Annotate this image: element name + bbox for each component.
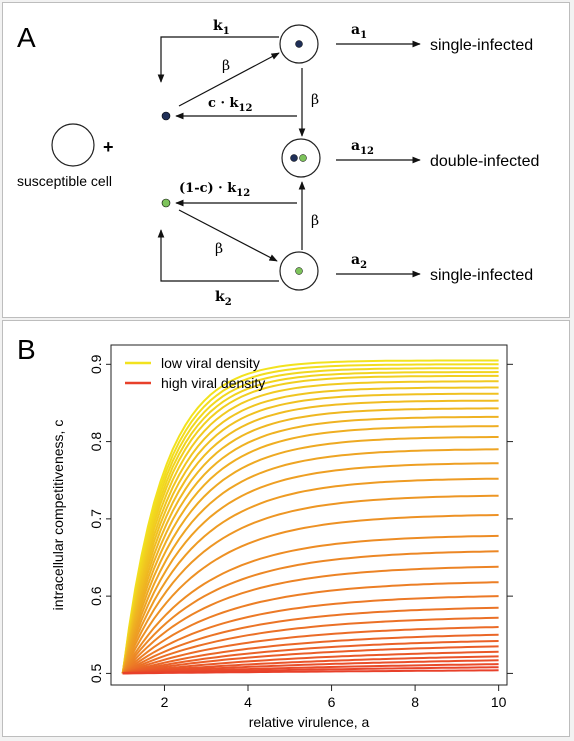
curve-22 [122,581,499,675]
x-tick-label-10: 10 [491,694,507,710]
curve-16 [121,477,499,674]
beta-label-up: β [311,213,319,229]
one-minus-c-k12-label: (1-c) · k12 [179,181,250,199]
k2-label: k2 [215,289,232,308]
panel-b-letter: B [17,334,36,365]
curve-18 [121,514,499,674]
curve-24 [122,606,499,675]
panel-b-chart: B 2 4 6 8 10 0.5 0.6 0.7 0.8 0.9 low viral densi… [2,320,570,737]
curve-6 [121,380,499,674]
x-axis-label: relative virulence, a [249,714,370,730]
y-axis: 0.5 0.6 0.7 0.8 0.9 [88,354,513,683]
beta-arrow-2 [178,209,278,262]
virus-1-in-cell [295,40,303,48]
curve-17 [121,494,499,674]
curve-30 [122,650,499,675]
curve-12 [121,425,499,674]
susceptible-cell-label: susceptible cell [17,173,112,189]
curve-19 [121,534,499,674]
curve-32 [122,659,499,675]
panel-a-letter: A [17,22,36,53]
curve-20 [121,550,499,674]
curve-9 [121,399,499,674]
curve-13 [121,436,499,674]
k1-arrow [157,36,279,83]
curve-family [121,359,499,675]
panel-a-diagram: A + susceptible cell k1 β β c · k12 (1-c… [2,2,570,318]
virus-1-in-double-cell [290,154,298,162]
legend: low viral density high viral density [125,355,265,391]
beta-label-down: β [311,92,319,108]
legend-label-high: high viral density [161,375,265,391]
curve-15 [121,462,499,674]
x-tick-label-4: 4 [244,694,252,710]
a2-label: a2 [351,252,367,271]
beta-label-1: β [222,58,230,74]
legend-label-low: low viral density [161,355,260,371]
k2-arrow [157,229,279,282]
beta-arrow-1 [178,52,280,107]
y-tick-label-0.7: 0.7 [88,509,104,529]
curve-27 [122,633,499,675]
curve-4 [121,371,499,674]
a12-label: a12 [351,138,374,157]
curve-3 [121,367,499,674]
y-tick-label-0.5: 0.5 [88,663,104,683]
x-tick-label-2: 2 [161,694,169,710]
competitiveness-chart: B 2 4 6 8 10 0.5 0.6 0.7 0.8 0.9 low viral densi… [17,334,513,730]
free-virus-1 [161,111,171,121]
curve-23 [122,595,499,675]
curve-10 [121,407,499,674]
outcome-single-infected-1: single-infected [430,37,533,54]
curve-7 [121,386,499,674]
susceptible-cell [51,123,95,167]
curve-8 [121,392,499,674]
curve-28 [122,640,499,675]
curve-2 [121,363,499,674]
curve-31 [122,655,499,675]
virus-2-in-double-cell [299,154,307,162]
k1-label: k1 [213,18,230,37]
y-axis-label: intracellular competitiveness, c [50,420,66,611]
beta-label-2: β [215,241,223,257]
outcome-single-infected-2: single-infected [430,267,533,284]
curve-1 [121,359,499,674]
plus-sign: + [103,137,114,157]
x-axis: 2 4 6 8 10 [161,685,507,710]
a1-label: a1 [351,22,367,41]
curve-21 [121,565,499,675]
y-tick-label-0.6: 0.6 [88,586,104,606]
y-tick-label-0.8: 0.8 [88,432,104,452]
outcome-double-infected: double-infected [430,153,539,170]
x-tick-label-6: 6 [328,694,336,710]
virus-2-in-cell [295,267,303,275]
free-virus-2 [161,198,171,208]
curve-11 [121,415,499,674]
curve-14 [121,448,499,674]
curve-5 [121,374,499,674]
curve-26 [122,626,499,675]
curve-35 [122,669,499,675]
curve-29 [122,645,499,675]
c-k12-label: c · k12 [208,96,252,114]
infection-diagram: A + susceptible cell k1 β β c · k12 (1-c… [17,18,539,308]
x-tick-label-8: 8 [411,694,419,710]
y-tick-label-0.9: 0.9 [88,354,104,374]
curve-25 [122,616,499,675]
